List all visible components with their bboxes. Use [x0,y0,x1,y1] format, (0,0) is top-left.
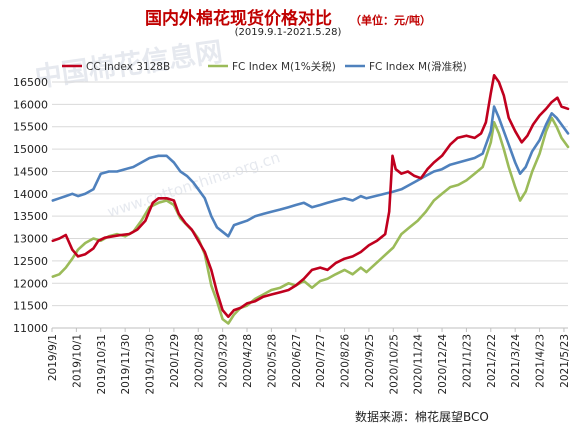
x-tick-label: 2020/10/25 [388,334,400,395]
legend-label-3: FC Index M(滑准税) [369,60,467,73]
y-tick-label: 13000 [13,233,48,246]
x-tick-label: 2020/3/29 [218,334,230,388]
y-tick-label: 11500 [13,300,48,313]
x-tick-label: 2020/6/27 [291,334,303,388]
x-tick-label: 2021/3/24 [510,334,522,388]
y-tick-label: 16000 [13,98,48,111]
series-line-2 [51,116,570,325]
y-tick-label: 11000 [13,322,48,335]
x-tick-label: 2020/12/24 [437,334,449,395]
series-line-1 [51,74,570,319]
y-tick-label: 15500 [13,121,48,134]
chart-unit: （单位：元/吨） [349,14,432,27]
x-tick-label: 2020/2/28 [193,334,205,388]
y-tick-label: 12500 [13,255,48,268]
x-tick-label: 2019/9/1 [47,334,59,381]
y-tick-label: 12000 [13,277,48,290]
chart-title-text: 国内外棉花现货价格对比 [144,9,332,29]
x-tick-label: 2021/1/23 [461,334,473,388]
y-tick-label: 14500 [13,165,48,178]
x-tick-label: 2021/4/23 [535,334,547,388]
data-source: 数据来源：棉花展望BCO [355,410,489,424]
x-tick-label: 2019/10/1 [71,334,83,388]
legend-label-2: FC Index M(1%关税) [232,60,336,73]
x-tick-label: 2019/12/30 [145,334,157,395]
y-tick-label: 15000 [13,143,48,156]
x-tick-label: 2020/11/24 [413,334,425,395]
x-tick-label: 2021/2/22 [486,334,498,388]
y-tick-label: 16500 [13,76,48,89]
y-tick-label: 14000 [13,188,48,201]
x-tick-label: 2019/10/31 [96,334,108,395]
chart-title: 国内外棉花现货价格对比 （单位：元/吨） [0,4,576,29]
x-tick-label: 2021/5/23 [559,334,571,388]
x-tick-label: 2020/9/25 [364,334,376,388]
y-tick-label: 13500 [13,210,48,223]
x-tick-label: 2020/7/27 [315,334,327,388]
x-tick-label: 2020/1/29 [169,334,181,388]
x-tick-label: 2020/4/28 [242,334,254,388]
chart-subtitle: (2019.9.1-2021.5.28) [234,27,342,38]
series-line-3 [51,105,570,238]
x-tick-label: 2019/11/30 [120,334,132,395]
x-tick-label: 2020/8/26 [340,334,352,388]
legend-label-1: CC Index 3128B [86,61,170,73]
x-tick-label: 2020/5/28 [266,334,278,388]
